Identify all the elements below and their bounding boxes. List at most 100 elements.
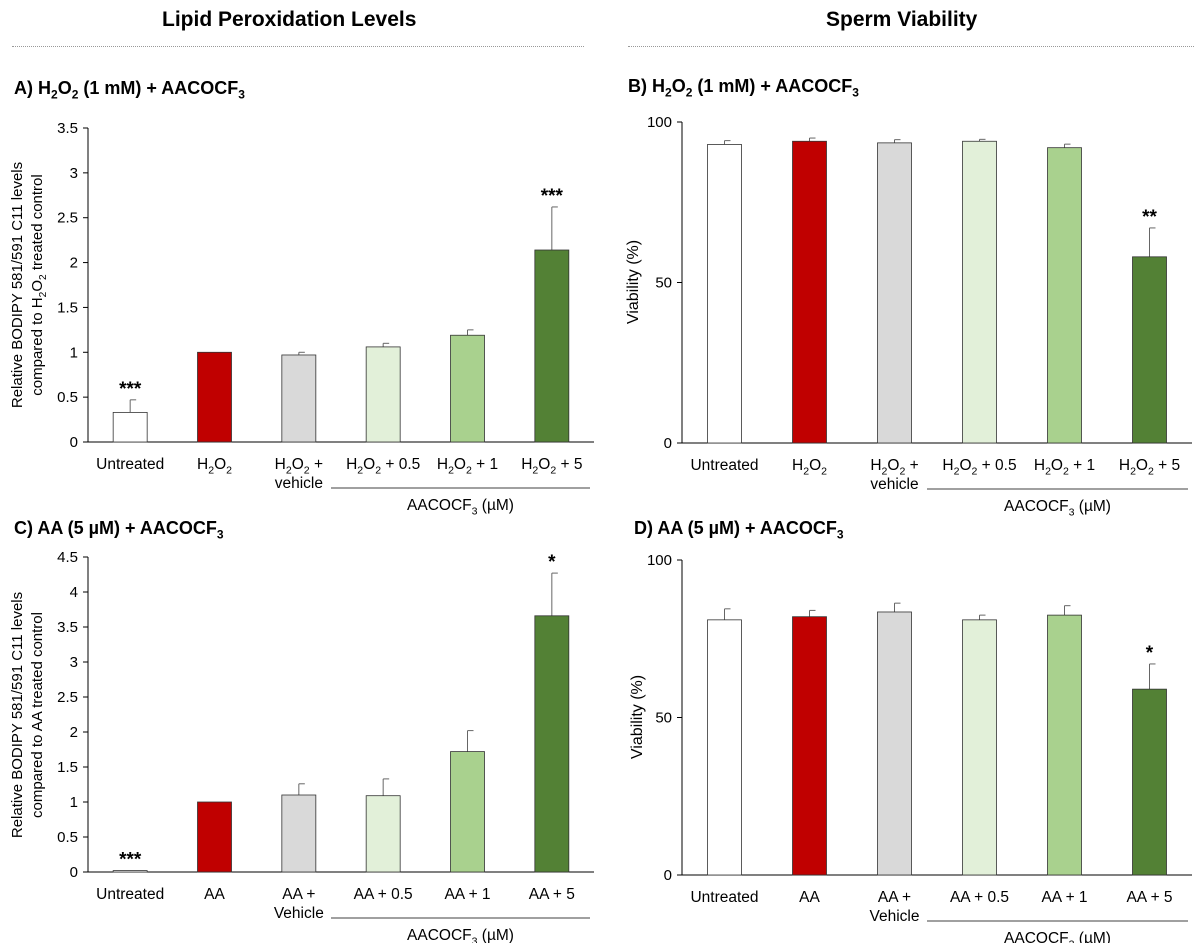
right-divider: [628, 46, 1194, 47]
x-category-label: AA + 5: [529, 886, 575, 903]
bar: [112, 411, 148, 443]
lipid-peroxidation-header: Lipid Peroxidation Levels: [162, 8, 417, 31]
bar: [1132, 688, 1167, 876]
bar: [962, 619, 997, 876]
dose-group-label: AACOCF3 (µM): [1004, 498, 1111, 518]
x-category-label: H2O2 + 5: [521, 456, 582, 476]
y-tick-label: 2: [70, 255, 78, 272]
bar: [112, 870, 148, 873]
x-category-label: AA: [799, 889, 820, 906]
bar: [534, 249, 570, 443]
bar: [365, 346, 401, 443]
y-tick-label: 100: [647, 552, 672, 569]
x-category-label-line2: vehicle: [275, 475, 323, 492]
significance-marker: *: [548, 552, 556, 573]
x-category-label: H2O2 +: [870, 457, 918, 477]
y-axis-label: Relative BODIPY 581/591 C11 levels: [9, 592, 26, 838]
panel-a-chart: 0 0.5 1 1.5 2 2.5 3 3.5 Relative BODIPY 581/591 …: [9, 120, 594, 517]
y-tick-label: 0: [70, 864, 78, 881]
y-tick-label: 2.5: [57, 210, 78, 227]
panel-a-title: A) H2O2 (1 mM) + AACOCF3: [14, 78, 245, 102]
y-tick-label: 50: [655, 275, 672, 292]
panel-d-chart: 0 50 100 Viability (%) Untreated AA AA + Vehicl…: [629, 552, 1192, 943]
x-category-label: H2O2 +: [275, 456, 323, 476]
bar: [962, 140, 997, 444]
y-tick-label: 2: [70, 724, 78, 741]
left-divider: [12, 46, 584, 47]
bar: [707, 144, 742, 444]
y-tick-label: 0: [70, 434, 78, 451]
y-tick-label: 0.5: [57, 389, 78, 406]
y-tick-label: 1.5: [57, 759, 78, 776]
y-tick-label: 3: [70, 165, 78, 182]
panel-d-title: D) AA (5 µM) + AACOCF3: [634, 518, 844, 542]
y-axis-label: compared to AA treated control: [29, 612, 46, 818]
bar: [1047, 147, 1082, 444]
x-category-label: H2O2: [197, 456, 232, 476]
x-category-label: AA + 1: [444, 886, 490, 903]
bar: [281, 794, 317, 873]
x-category-label-line2: vehicle: [870, 476, 918, 493]
y-tick-label: 3.5: [57, 619, 78, 636]
y-axis-label: Viability (%): [629, 675, 646, 759]
y-tick-label: 0.5: [57, 829, 78, 846]
x-category-label-line2: Vehicle: [870, 908, 920, 925]
y-tick-label: 4: [70, 584, 78, 601]
panel-letter: C): [14, 518, 38, 538]
bar: [197, 801, 232, 873]
bar: [450, 751, 485, 873]
y-axis-label: Relative BODIPY 581/591 C11 levels: [9, 162, 26, 408]
bar: [197, 351, 232, 443]
x-category-label: AA + 0.5: [950, 889, 1009, 906]
x-category-label: Untreated: [690, 457, 758, 474]
x-category-label: H2O2 + 5: [1119, 457, 1180, 477]
y-tick-label: 4.5: [57, 549, 78, 566]
y-tick-label: 50: [655, 710, 672, 727]
dose-group-label: AACOCF3 (µM): [407, 927, 514, 943]
panel-c-title: C) AA (5 µM) + AACOCF3: [14, 518, 224, 542]
significance-marker: *: [1146, 643, 1154, 664]
y-tick-label: 1: [70, 794, 78, 811]
y-tick-label: 100: [647, 114, 672, 131]
x-category-label: Untreated: [96, 456, 164, 473]
bar: [792, 616, 827, 876]
y-tick-label: 1: [70, 344, 78, 361]
x-category-label: AA + 0.5: [354, 886, 413, 903]
x-category-label-line2: Vehicle: [274, 905, 324, 922]
significance-marker: ***: [541, 186, 564, 207]
significance-marker: **: [1142, 207, 1157, 228]
significance-marker: ***: [119, 850, 142, 871]
bar: [1132, 256, 1167, 444]
y-tick-label: 3.5: [57, 120, 78, 137]
bar: [281, 354, 317, 443]
y-tick-label: 2.5: [57, 689, 78, 706]
x-category-label: H2O2: [792, 457, 827, 477]
x-category-label: H2O2 + 1: [437, 456, 498, 476]
x-category-label: H2O2 + 0.5: [942, 457, 1016, 477]
bar: [792, 140, 827, 444]
bar: [877, 611, 912, 876]
y-tick-label: 0: [664, 867, 672, 884]
x-category-label: AA + 1: [1041, 889, 1087, 906]
y-tick-label: 0: [664, 435, 672, 452]
panel-b-title: B) H2O2 (1 mM) + AACOCF3: [628, 76, 859, 100]
y-tick-label: 1.5: [57, 299, 78, 316]
x-category-label: AA + 5: [1126, 889, 1172, 906]
x-category-label: H2O2 + 1: [1034, 457, 1095, 477]
dose-group-label: AACOCF3 (µM): [407, 497, 514, 517]
panel-letter: A): [14, 78, 38, 98]
y-axis-label: Viability (%): [625, 240, 642, 324]
bar: [707, 619, 742, 876]
panel-b-chart: 0 50 100 Viability (%) Untreated H2O2 H2O2 +ve…: [625, 114, 1192, 518]
y-tick-label: 3: [70, 654, 78, 671]
bar: [365, 795, 401, 873]
x-category-label: AA +: [282, 886, 315, 903]
panel-letter: B): [628, 76, 652, 96]
panel-c-chart: 0 0.5 1 1.5 2 2.5 3 3.5 4 4.5 Relative BODIPY 581/…: [9, 549, 594, 943]
x-category-label: H2O2 + 0.5: [346, 456, 420, 476]
significance-marker: ***: [119, 379, 142, 400]
bar: [450, 334, 485, 443]
sperm-viability-header: Sperm Viability: [826, 8, 978, 31]
dose-group-label: AACOCF3 (µM): [1004, 930, 1111, 943]
bar: [877, 142, 912, 444]
